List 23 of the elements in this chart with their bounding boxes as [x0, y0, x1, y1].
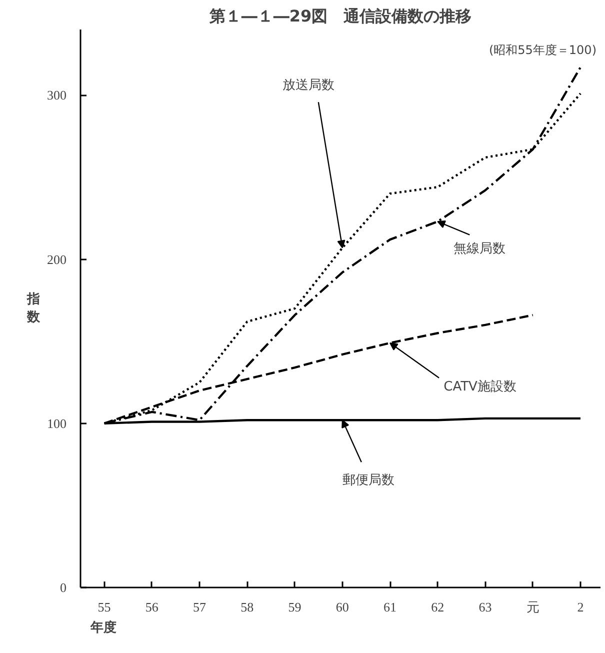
- x-axis-title: 年度: [90, 620, 116, 636]
- x-tick-label: 60: [336, 600, 349, 614]
- x-tick-label: 58: [240, 600, 254, 614]
- y-axis-title: 指数: [26, 292, 41, 325]
- x-tick-label: 55: [98, 600, 111, 614]
- x-tick-label: 元: [526, 600, 540, 614]
- x-tick-label: 56: [145, 600, 159, 614]
- x-tick-label: 62: [431, 600, 444, 614]
- x-tick-label: 2: [577, 600, 584, 614]
- x-tick-label: 59: [288, 600, 302, 614]
- annotation: 無線局数: [454, 242, 506, 257]
- x-tick-label: 61: [384, 600, 397, 614]
- annotation: 郵便局数: [342, 473, 394, 488]
- chart-title: 第１―１―29図 通信設備数の推移: [208, 6, 472, 26]
- y-tick-label: 100: [47, 416, 66, 431]
- y-tick-label: 0: [60, 580, 66, 595]
- annotation: 放送局数: [282, 78, 334, 94]
- x-tick-label: 57: [193, 600, 207, 614]
- annotation: CATV施設数: [444, 380, 516, 395]
- y-tick-label: 200: [47, 252, 66, 267]
- y-tick-label: 300: [47, 88, 66, 103]
- annotation: (昭和55年度＝100): [488, 43, 597, 58]
- x-tick-label: 63: [478, 600, 492, 614]
